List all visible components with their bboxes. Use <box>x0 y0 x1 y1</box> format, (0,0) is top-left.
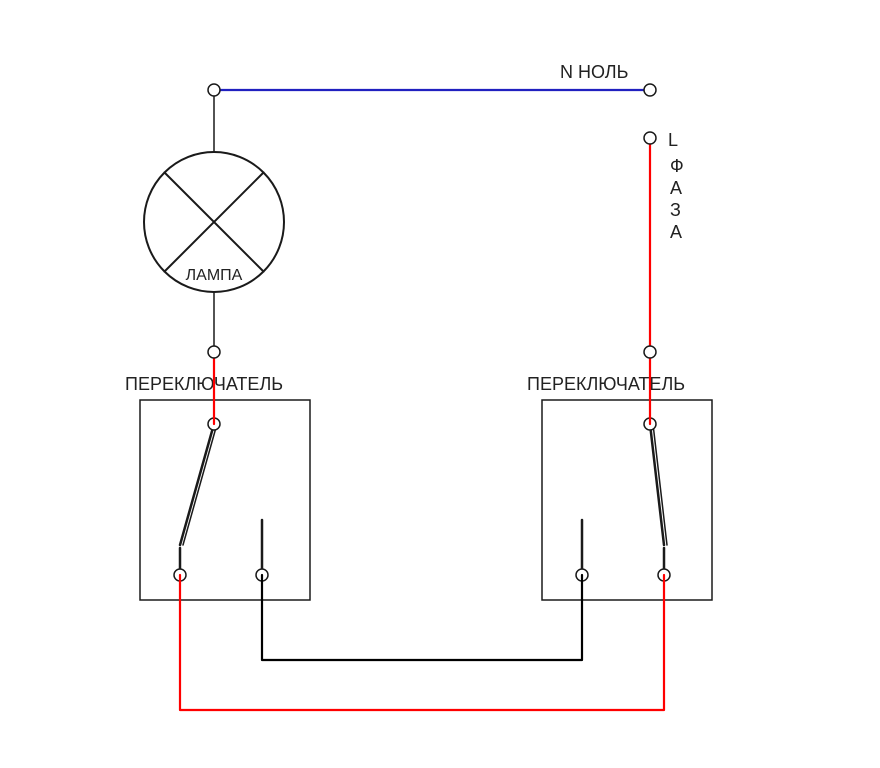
switch-right-box <box>542 400 712 600</box>
switch-left-label: ПЕРЕКЛЮЧАТЕЛЬ <box>125 374 283 394</box>
phase-label-vert: Ф <box>670 156 684 176</box>
phase-top-node <box>644 132 656 144</box>
switch-left-box <box>140 400 310 600</box>
phase-label-vert: А <box>670 222 682 242</box>
phase-label-vert: З <box>670 200 681 220</box>
switch-right-label: ПЕРЕКЛЮЧАТЕЛЬ <box>527 374 685 394</box>
lamp-bottom-node <box>208 346 220 358</box>
lamp-label: ЛАМПА <box>186 267 243 284</box>
traveler-red <box>180 575 664 710</box>
switch-left-lever <box>180 424 214 545</box>
phase-bottom-node <box>644 346 656 358</box>
neutral-label: N НОЛЬ <box>560 62 628 82</box>
phase-label-vert: А <box>670 178 682 198</box>
phase-label-L: L <box>668 130 678 150</box>
switch-left-lever-shadow <box>183 424 217 545</box>
neutral-right-node <box>644 84 656 96</box>
neutral-left-node <box>208 84 220 96</box>
switch-right-lever-shadow <box>653 424 667 545</box>
switch-right-lever <box>650 424 664 545</box>
